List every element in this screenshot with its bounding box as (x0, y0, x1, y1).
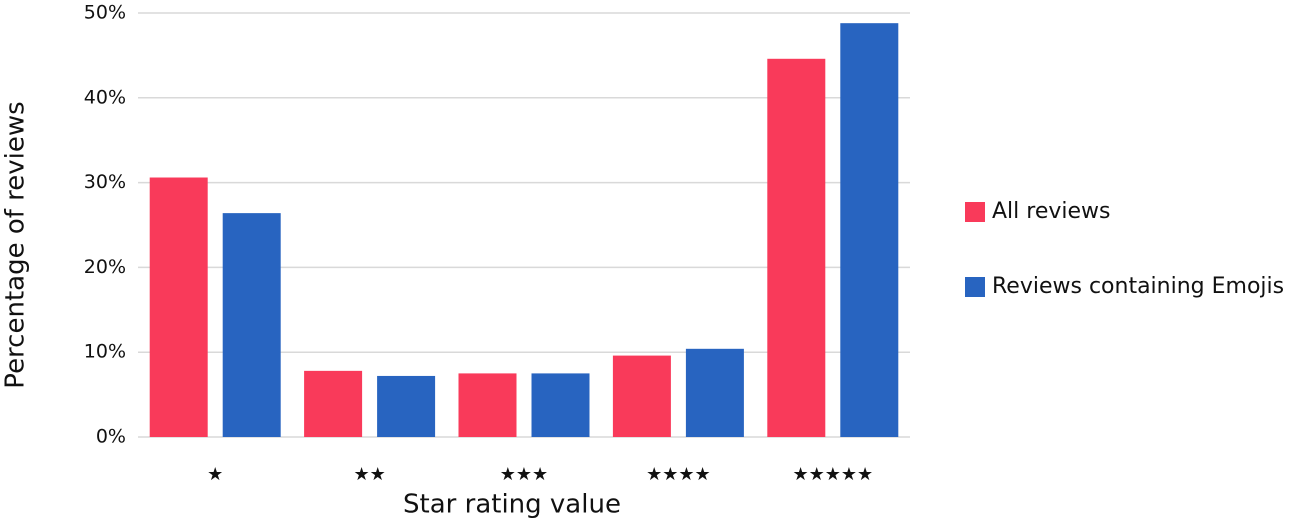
bar (531, 373, 590, 437)
x-tick-label: ★★★★ (646, 464, 711, 485)
y-tick-label: 50% (84, 2, 126, 24)
x-tick-label: ★ (207, 464, 223, 485)
bar (458, 373, 517, 437)
legend-swatch (965, 202, 985, 222)
bar (840, 23, 899, 438)
y-tick-label: 0% (96, 426, 126, 448)
x-tick-label: ★★ (353, 464, 385, 485)
bar (149, 177, 208, 437)
x-tick-label: ★★★★★ (792, 464, 873, 485)
legend-swatch (965, 277, 985, 297)
legend-label: All reviews (992, 199, 1111, 224)
y-axis-label: Percentage of reviews (1, 101, 31, 388)
bar (685, 348, 744, 437)
bar (377, 375, 436, 437)
x-tick-label: ★★★ (500, 464, 548, 485)
y-tick-label: 20% (84, 256, 126, 278)
bar (612, 355, 671, 437)
legend-label: Reviews containing Emojis (992, 274, 1284, 299)
y-tick-label: 30% (84, 171, 126, 193)
bar (767, 58, 826, 438)
bar (222, 213, 281, 437)
x-axis-label: Star rating value (403, 490, 621, 520)
y-tick-label: 40% (84, 86, 126, 108)
y-tick-label: 10% (84, 341, 126, 363)
bar (304, 370, 363, 437)
